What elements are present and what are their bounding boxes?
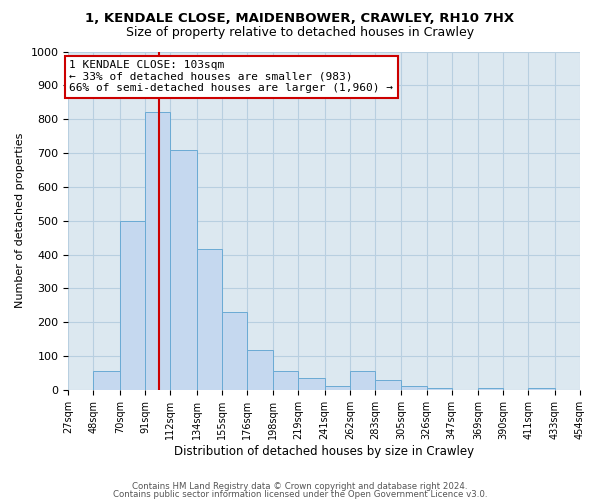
Bar	[145, 112, 170, 390]
Y-axis label: Number of detached properties: Number of detached properties	[15, 133, 25, 308]
X-axis label: Distribution of detached houses by size in Crawley: Distribution of detached houses by size …	[174, 444, 474, 458]
Text: Size of property relative to detached houses in Crawley: Size of property relative to detached ho…	[126, 26, 474, 39]
Bar	[478, 388, 503, 390]
Bar	[120, 220, 145, 390]
Bar	[94, 371, 120, 390]
Bar	[325, 386, 350, 390]
Bar	[298, 378, 325, 390]
Bar	[427, 388, 452, 390]
Text: Contains HM Land Registry data © Crown copyright and database right 2024.: Contains HM Land Registry data © Crown c…	[132, 482, 468, 491]
Bar	[401, 386, 427, 390]
Text: 1 KENDALE CLOSE: 103sqm
← 33% of detached houses are smaller (983)
66% of semi-d: 1 KENDALE CLOSE: 103sqm ← 33% of detache…	[70, 60, 394, 93]
Bar	[247, 350, 273, 390]
Bar	[170, 150, 197, 390]
Bar	[375, 380, 401, 390]
Bar	[529, 388, 555, 390]
Bar	[273, 371, 298, 390]
Bar	[350, 371, 375, 390]
Text: 1, KENDALE CLOSE, MAIDENBOWER, CRAWLEY, RH10 7HX: 1, KENDALE CLOSE, MAIDENBOWER, CRAWLEY, …	[85, 12, 515, 26]
Text: Contains public sector information licensed under the Open Government Licence v3: Contains public sector information licen…	[113, 490, 487, 499]
Bar	[221, 312, 247, 390]
Bar	[197, 250, 221, 390]
